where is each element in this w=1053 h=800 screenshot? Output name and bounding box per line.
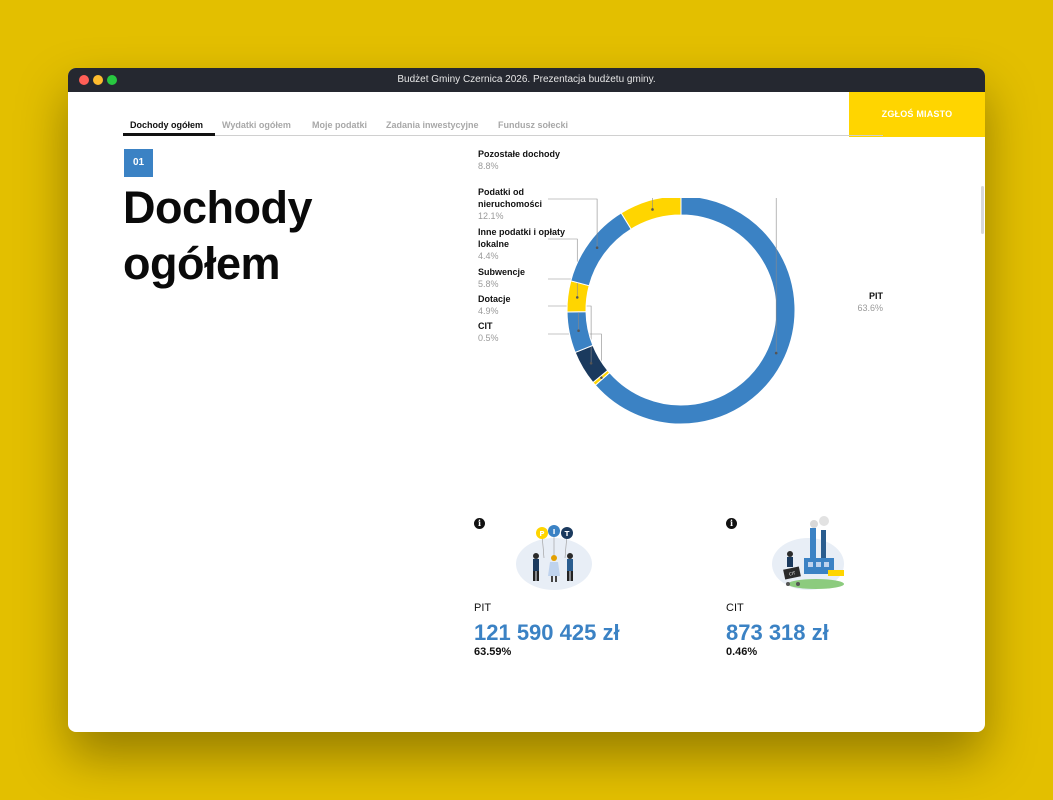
card-tax-name: PIT: [474, 602, 492, 614]
donut-label-percent: 4.4%: [478, 251, 499, 261]
card-percent: 0.46%: [726, 646, 758, 658]
minimize-window-button[interactable]: [93, 75, 103, 85]
card-amount: 873 318 zł: [726, 620, 829, 645]
donut-label-5: Podatki od nieruchomości 12.1%: [478, 186, 568, 222]
leader-dot-0: [774, 351, 778, 355]
report-city-button[interactable]: ZGŁOŚ MIASTO: [849, 92, 985, 137]
maximize-window-button[interactable]: [107, 75, 117, 85]
tab-moje-podatki[interactable]: Moje podatki: [312, 120, 368, 130]
donut-label-6: Pozostałe dochody 8.8%: [478, 148, 568, 172]
donut-label-percent: 0.5%: [478, 333, 499, 343]
donut-chart-svg: [548, 198, 796, 425]
cit-card: i CIT CIT 873 318 zł 0.46%: [726, 514, 946, 664]
donut-label-name: Inne podatki i opłaty lokalne: [478, 227, 566, 249]
svg-text:I: I: [553, 528, 556, 536]
donut-slice-4[interactable]: [566, 280, 590, 313]
donut-label-percent: 63.6%: [857, 303, 883, 313]
donut-label-name: Podatki od nieruchomości: [478, 187, 543, 209]
donut-slice-5[interactable]: [570, 212, 632, 287]
donut-label-name: Pozostałe dochody: [478, 149, 561, 159]
pit-people-illustration: P I T: [516, 525, 592, 590]
leader-dot-2: [589, 361, 593, 365]
window-title: Budżet Gminy Czernica 2026. Prezentacja …: [397, 74, 656, 85]
page-title: Dochody ogółem: [123, 182, 313, 289]
donut-slice-3[interactable]: [566, 311, 594, 354]
tab-zadania-inwestycyjne[interactable]: Zadania inwestycyjne: [386, 120, 479, 130]
donut-label-percent: 4.9%: [478, 306, 499, 316]
donut-label-percent: 12.1%: [478, 211, 504, 221]
svg-text:T: T: [565, 530, 570, 538]
card-percent: 63.59%: [474, 646, 512, 658]
tab-wydatki-ogolem[interactable]: Wydatki ogółem: [222, 120, 291, 130]
active-tab-indicator: [123, 133, 215, 136]
svg-text:CIT: CIT: [788, 570, 796, 576]
tab-dochody-ogolem[interactable]: Dochody ogółem: [130, 120, 204, 130]
donut-slice-6[interactable]: [620, 198, 682, 230]
scrollbar-thumb[interactable]: [981, 186, 984, 234]
section-number-badge: 01: [124, 149, 153, 177]
donut-label-name: Subwencje: [478, 267, 526, 277]
card-amount: 121 590 425 zł: [474, 620, 620, 645]
donut-label-name: CIT: [478, 321, 493, 331]
leader-dot-4: [575, 296, 579, 299]
donut-slice-0[interactable]: [594, 198, 796, 425]
card-tax-name: CIT: [726, 602, 744, 614]
donut-label-name: Dotacje: [478, 294, 511, 304]
info-icon[interactable]: i: [474, 518, 485, 529]
leader-dot-1: [600, 376, 603, 379]
section-tabs: Dochody ogółem Wydatki ogółem Moje podat…: [123, 116, 883, 136]
donut-label-1: CIT 0.5%: [478, 320, 568, 344]
cit-factory-illustration: CIT: [772, 516, 844, 590]
tab-fundusz-solecki[interactable]: Fundusz sołecki: [498, 120, 569, 130]
info-icon[interactable]: i: [726, 518, 737, 529]
leader-line-5: [548, 198, 598, 248]
revenue-donut-chart: PIT 63.6% CIT 0.5% Dotacje 4.9% Subwencje 5.8% I…: [468, 149, 898, 448]
browser-window: Budżet Gminy Czernica 2026. Prezentacja …: [68, 68, 985, 732]
leader-dot-3: [577, 329, 580, 332]
leader-line-0: [775, 198, 777, 354]
pit-card: i P I T PIT 121 590 425 zł: [474, 514, 694, 664]
svg-text:P: P: [539, 530, 544, 538]
donut-label-name: PIT: [868, 291, 883, 301]
donut-label-percent: 5.8%: [478, 279, 499, 289]
leader-dot-5: [595, 246, 599, 250]
donut-label-4: Inne podatki i opłaty lokalne 4.4%: [478, 226, 568, 262]
close-window-button[interactable]: [79, 75, 89, 85]
donut-label-3: Subwencje 5.8%: [478, 266, 568, 290]
title-bar: Budżet Gminy Czernica 2026. Prezentacja …: [68, 68, 985, 92]
donut-label-0: PIT 63.6%: [843, 290, 883, 314]
leader-dot-6: [651, 208, 654, 211]
donut-label-2: Dotacje 4.9%: [478, 293, 568, 317]
donut-label-percent: 8.8%: [478, 161, 499, 171]
